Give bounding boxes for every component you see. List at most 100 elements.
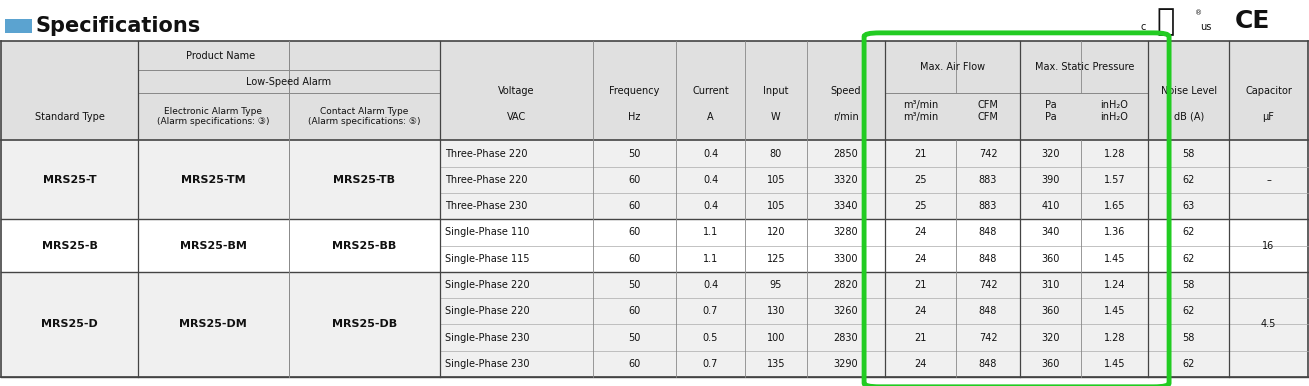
Text: 24: 24: [914, 359, 927, 369]
Text: Single-Phase 220: Single-Phase 220: [445, 306, 530, 316]
Text: 742: 742: [979, 149, 997, 159]
Text: 50: 50: [628, 149, 641, 159]
Text: Frequency: Frequency: [610, 86, 660, 96]
Text: 3260: 3260: [834, 306, 859, 316]
Text: 360: 360: [1041, 254, 1059, 264]
Text: 120: 120: [767, 227, 785, 237]
Text: CFM: CFM: [978, 100, 999, 110]
Text: 1.1: 1.1: [703, 227, 719, 237]
Text: 105: 105: [767, 201, 785, 211]
Text: 848: 848: [979, 227, 997, 237]
Bar: [1, 41, 1308, 141]
Text: W: W: [771, 112, 780, 122]
Text: Electronic Alarm Type
(Alarm specifications: ③): Electronic Alarm Type (Alarm specificati…: [157, 107, 270, 127]
Text: 62: 62: [1182, 306, 1195, 316]
Text: 3340: 3340: [834, 201, 859, 211]
Text: 60: 60: [628, 201, 640, 211]
Bar: [1, 272, 1308, 377]
Text: 24: 24: [914, 227, 927, 237]
Text: 60: 60: [628, 175, 640, 185]
Text: 1.45: 1.45: [1103, 254, 1126, 264]
Text: Noise Level: Noise Level: [1161, 86, 1217, 96]
Text: inH₂O: inH₂O: [1101, 112, 1128, 122]
Text: 0.4: 0.4: [703, 175, 719, 185]
Text: 848: 848: [979, 254, 997, 264]
Text: Product Name: Product Name: [186, 51, 255, 61]
Text: 848: 848: [979, 359, 997, 369]
Text: VAC: VAC: [507, 112, 526, 122]
Bar: [1, 141, 1308, 219]
Text: 2850: 2850: [834, 149, 859, 159]
Bar: [5, 19, 31, 34]
Text: Three-Phase 220: Three-Phase 220: [445, 149, 528, 159]
Text: 21: 21: [914, 149, 927, 159]
Text: 320: 320: [1041, 149, 1060, 159]
Text: 0.7: 0.7: [703, 359, 719, 369]
Text: 883: 883: [979, 175, 997, 185]
Text: MRS25-TB: MRS25-TB: [334, 175, 395, 185]
Text: Single-Phase 110: Single-Phase 110: [445, 227, 529, 237]
Text: MRS25-BM: MRS25-BM: [179, 240, 246, 251]
Text: 310: 310: [1041, 280, 1059, 290]
Text: dB (A): dB (A): [1174, 112, 1204, 122]
Text: 0.4: 0.4: [703, 149, 719, 159]
Text: 360: 360: [1041, 359, 1059, 369]
Text: 390: 390: [1041, 175, 1059, 185]
Text: 340: 340: [1041, 227, 1059, 237]
Text: Ⓡ: Ⓡ: [1156, 7, 1174, 36]
Text: Hz: Hz: [628, 112, 641, 122]
Text: 320: 320: [1041, 333, 1060, 343]
Text: Max. Static Pressure: Max. Static Pressure: [1034, 62, 1134, 72]
Text: 100: 100: [767, 333, 785, 343]
Text: –: –: [1266, 175, 1271, 185]
Text: inH₂O: inH₂O: [1101, 100, 1128, 110]
Text: Specifications: Specifications: [35, 16, 200, 36]
Text: 2830: 2830: [834, 333, 859, 343]
Text: 3290: 3290: [834, 359, 859, 369]
Text: MRS25-TM: MRS25-TM: [181, 175, 245, 185]
Text: 62: 62: [1182, 227, 1195, 237]
Text: 125: 125: [767, 254, 785, 264]
Text: Single-Phase 115: Single-Phase 115: [445, 254, 530, 264]
Text: 3320: 3320: [834, 175, 859, 185]
Text: us: us: [1200, 22, 1212, 32]
Text: 80: 80: [770, 149, 781, 159]
Text: 1.1: 1.1: [703, 254, 719, 264]
Text: 742: 742: [979, 333, 997, 343]
Text: 50: 50: [628, 333, 641, 343]
Text: CE: CE: [1234, 9, 1270, 33]
Text: 0.4: 0.4: [703, 201, 719, 211]
Text: MRS25-D: MRS25-D: [41, 320, 98, 330]
Text: 58: 58: [1182, 149, 1195, 159]
Text: Voltage: Voltage: [499, 86, 535, 96]
Text: A: A: [707, 112, 713, 122]
Text: 1.65: 1.65: [1103, 201, 1126, 211]
Text: Speed: Speed: [831, 86, 861, 96]
Text: Input: Input: [763, 86, 789, 96]
Text: 50: 50: [628, 280, 641, 290]
Text: Contact Alarm Type
(Alarm specifications: ⑤): Contact Alarm Type (Alarm specifications…: [308, 107, 420, 127]
Text: 0.5: 0.5: [703, 333, 719, 343]
Text: c: c: [1140, 22, 1145, 32]
Text: 2820: 2820: [834, 280, 859, 290]
Text: 95: 95: [770, 280, 783, 290]
Text: 25: 25: [914, 201, 927, 211]
Text: Pa: Pa: [1045, 112, 1056, 122]
Text: m³/min: m³/min: [903, 112, 939, 122]
Text: Three-Phase 230: Three-Phase 230: [445, 201, 528, 211]
Text: 742: 742: [979, 280, 997, 290]
Text: 62: 62: [1182, 175, 1195, 185]
Text: 1.24: 1.24: [1103, 280, 1126, 290]
Text: 24: 24: [914, 254, 927, 264]
Text: 21: 21: [914, 333, 927, 343]
Text: 60: 60: [628, 254, 640, 264]
Text: 60: 60: [628, 227, 640, 237]
Text: MRS25-DB: MRS25-DB: [331, 320, 397, 330]
Text: MRS25-DM: MRS25-DM: [179, 320, 247, 330]
Bar: [1, 219, 1308, 272]
Text: Single-Phase 220: Single-Phase 220: [445, 280, 530, 290]
Text: MRS25-BB: MRS25-BB: [332, 240, 397, 251]
Text: Standard Type: Standard Type: [34, 112, 105, 122]
Text: Single-Phase 230: Single-Phase 230: [445, 333, 530, 343]
Text: 1.45: 1.45: [1103, 359, 1126, 369]
